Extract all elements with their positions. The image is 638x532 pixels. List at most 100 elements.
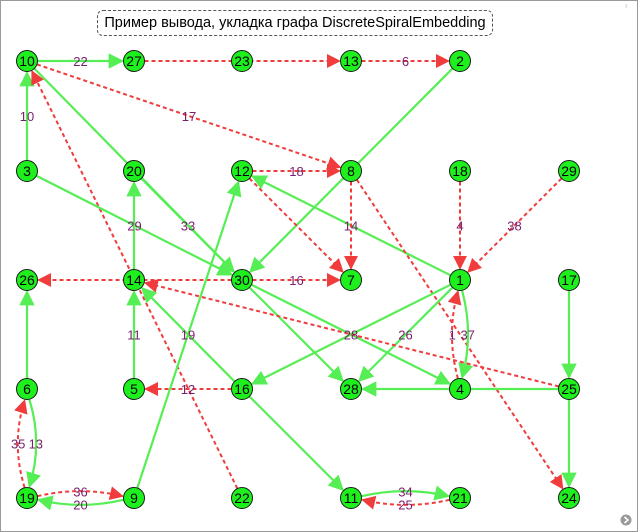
node-20[interactable]: 20 [123,160,145,182]
node-12[interactable]: 12 [231,160,253,182]
node-label-2: 2 [456,53,464,69]
node-label-21: 21 [452,490,468,506]
node-13[interactable]: 13 [340,50,362,72]
node-28[interactable]: 28 [340,378,362,400]
node-circle-30 [231,269,253,291]
node-1[interactable]: 1 [449,269,471,291]
node-21[interactable]: 21 [449,487,471,509]
node-circle-1 [449,269,471,291]
node-18[interactable]: 18 [449,160,471,182]
node-circle-19 [16,487,38,509]
edge-label-3-30: 29 [127,219,141,234]
node-label-5: 5 [130,381,138,397]
node-circle-7 [340,269,362,291]
node-3[interactable]: 3 [16,160,38,182]
edge-label-1-4: 37 [460,328,474,343]
edge-label-18-1: 4 [456,219,463,234]
node-label-19: 19 [19,490,35,506]
node-14[interactable]: 14 [123,269,145,291]
node-label-30: 30 [234,272,250,288]
edge-29-1 [467,177,563,273]
node-circle-22 [231,487,253,509]
node-circle-12 [231,160,253,182]
node-label-1: 1 [456,272,464,288]
node-24[interactable]: 24 [558,487,580,509]
node-22[interactable]: 22 [231,487,253,509]
node-label-10: 10 [19,53,35,69]
edge-8-24 [355,179,564,490]
node-circle-6 [16,378,38,400]
edge-label-21-11: 25 [398,498,412,513]
node-11[interactable]: 11 [340,487,362,509]
node-circle-18 [449,160,471,182]
node-27[interactable]: 27 [123,50,145,72]
node-circle-14 [123,269,145,291]
edge-1-28 [358,286,454,382]
node-5[interactable]: 5 [123,378,145,400]
node-label-24: 24 [561,490,577,506]
node-16[interactable]: 16 [231,378,253,400]
node-label-4: 4 [456,381,464,397]
edge-label-4-1: 1 [449,328,456,343]
node-2[interactable]: 2 [449,50,471,72]
node-17[interactable]: 17 [558,269,580,291]
node-label-14: 14 [126,272,142,288]
node-label-11: 11 [344,490,359,506]
node-circle-20 [123,160,145,182]
node-30[interactable]: 30 [231,269,253,291]
edge-16-11 [248,395,344,491]
node-circle-23 [231,50,253,72]
expand-icon[interactable] [620,514,632,526]
edge-label-19-6: 35 [11,437,25,452]
node-label-18: 18 [452,163,468,179]
node-circle-16 [231,378,253,400]
node-label-3: 3 [23,163,31,179]
edge-label-10-8: 17 [182,109,196,124]
node-circle-2 [449,50,471,72]
node-circle-10 [16,50,38,72]
edge-label-12-8: 18 [289,164,303,179]
node-25[interactable]: 25 [558,378,580,400]
edge-21-11 [361,495,450,510]
edge-label-1-16: 28 [344,328,358,343]
node-10[interactable]: 10 [16,50,38,72]
node-7[interactable]: 7 [340,269,362,291]
node-circle-24 [558,487,580,509]
edge-30-28 [248,286,344,382]
edge-9-19 [37,495,124,511]
node-circle-27 [123,50,145,72]
node-4[interactable]: 4 [449,378,471,400]
edge-11-21 [361,485,450,501]
node-label-28: 28 [343,381,359,397]
edge-10-8 [36,63,342,170]
edge-labels-layer: 2261017181443829331516282613711191235133… [11,54,522,513]
node-label-17: 17 [561,272,577,288]
edge-19-6 [14,399,28,488]
edge-19-9 [37,486,124,501]
edge-label-11-21: 34 [398,484,412,499]
node-23[interactable]: 23 [231,50,253,72]
node-circle-13 [340,50,362,72]
node-label-25: 25 [561,381,577,397]
node-label-23: 23 [234,53,250,69]
node-19[interactable]: 19 [16,487,38,509]
edge-12-7 [248,177,344,273]
node-26[interactable]: 26 [16,269,38,291]
edge-label-20-30: 33 [181,219,195,234]
node-circle-26 [16,269,38,291]
node-8[interactable]: 8 [340,160,362,182]
node-label-8: 8 [347,163,355,179]
node-label-6: 6 [23,381,31,397]
node-9[interactable]: 9 [123,487,145,509]
node-6[interactable]: 6 [16,378,38,400]
edge-label-29-1: 38 [507,219,521,234]
node-circle-17 [558,269,580,291]
node-label-26: 26 [19,272,35,288]
node-29[interactable]: 29 [558,160,580,182]
edge-25-14 [143,279,560,388]
edge-4-1 [447,290,462,379]
node-label-16: 16 [234,381,250,397]
